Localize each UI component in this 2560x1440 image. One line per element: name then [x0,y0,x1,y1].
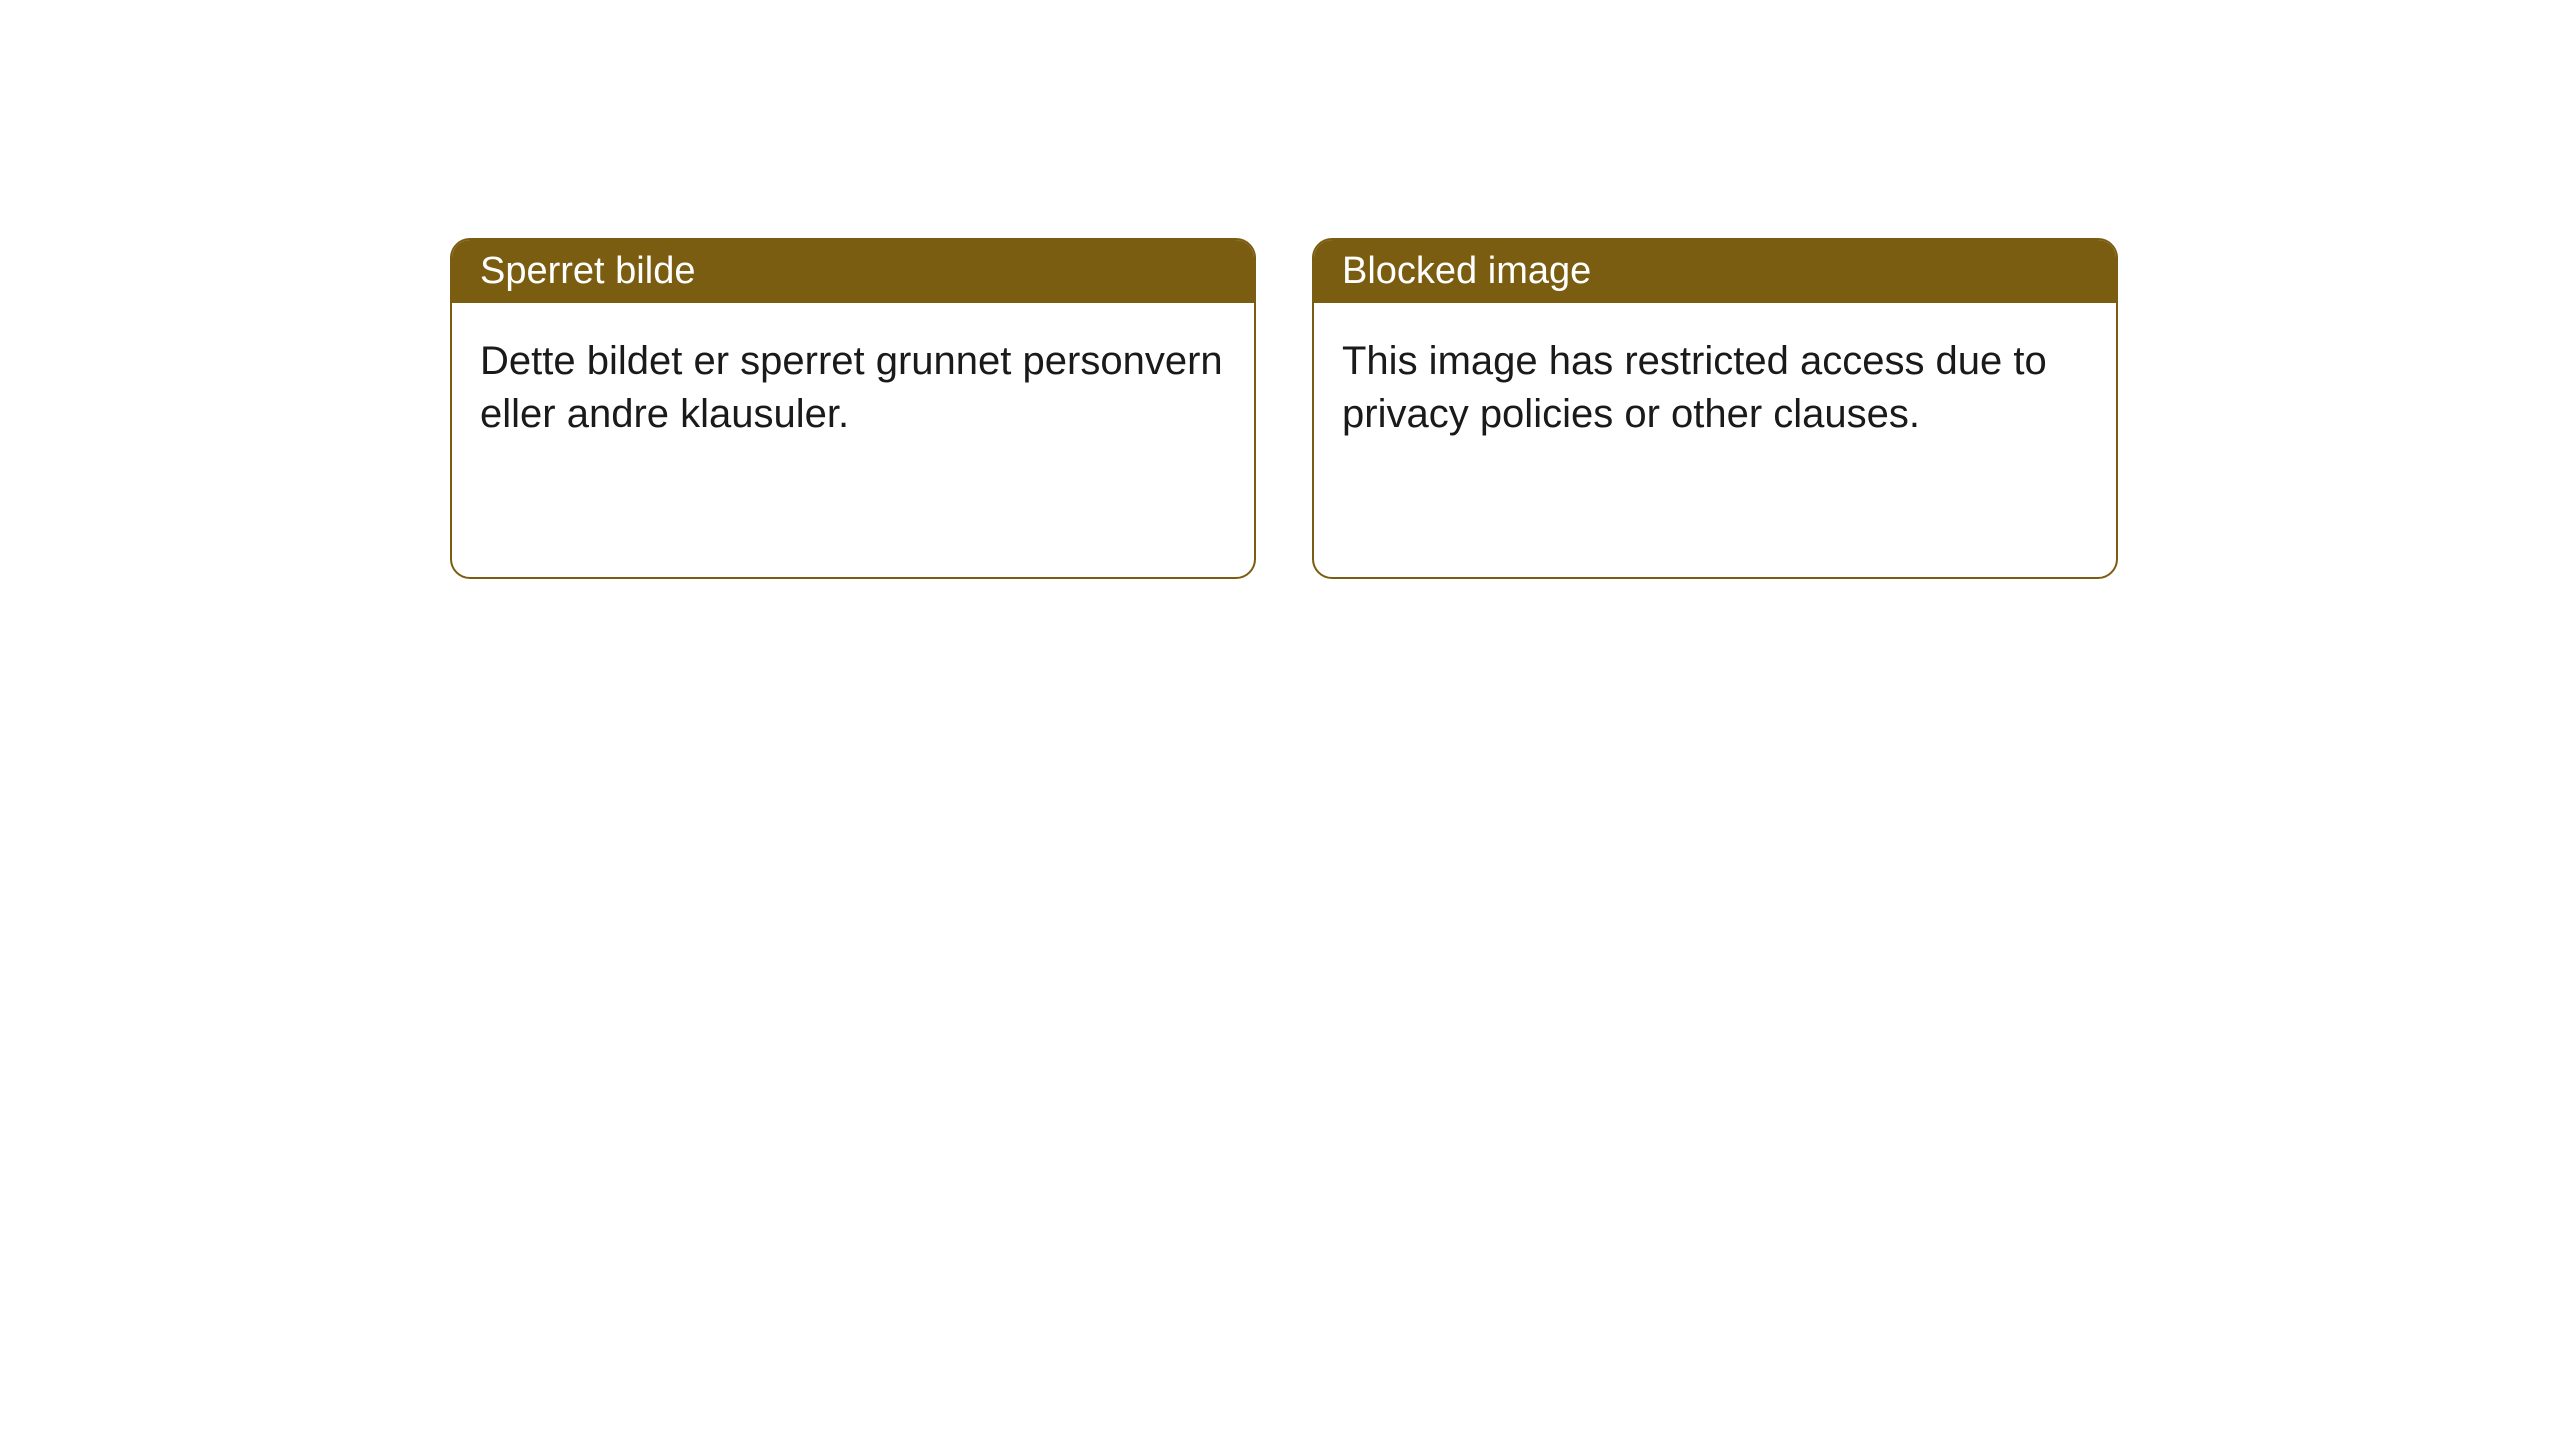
card-body: Dette bildet er sperret grunnet personve… [452,303,1254,577]
card-title: Blocked image [1342,250,1591,292]
card-body-text: This image has restricted access due to … [1342,335,2088,441]
card-header: Blocked image [1314,240,2116,303]
card-body-text: Dette bildet er sperret grunnet personve… [480,335,1226,441]
notice-container: Sperret bilde Dette bildet er sperret gr… [450,238,2118,579]
card-body: This image has restricted access due to … [1314,303,2116,577]
card-title: Sperret bilde [480,250,695,292]
notice-card-norwegian: Sperret bilde Dette bildet er sperret gr… [450,238,1256,579]
notice-card-english: Blocked image This image has restricted … [1312,238,2118,579]
card-header: Sperret bilde [452,240,1254,303]
